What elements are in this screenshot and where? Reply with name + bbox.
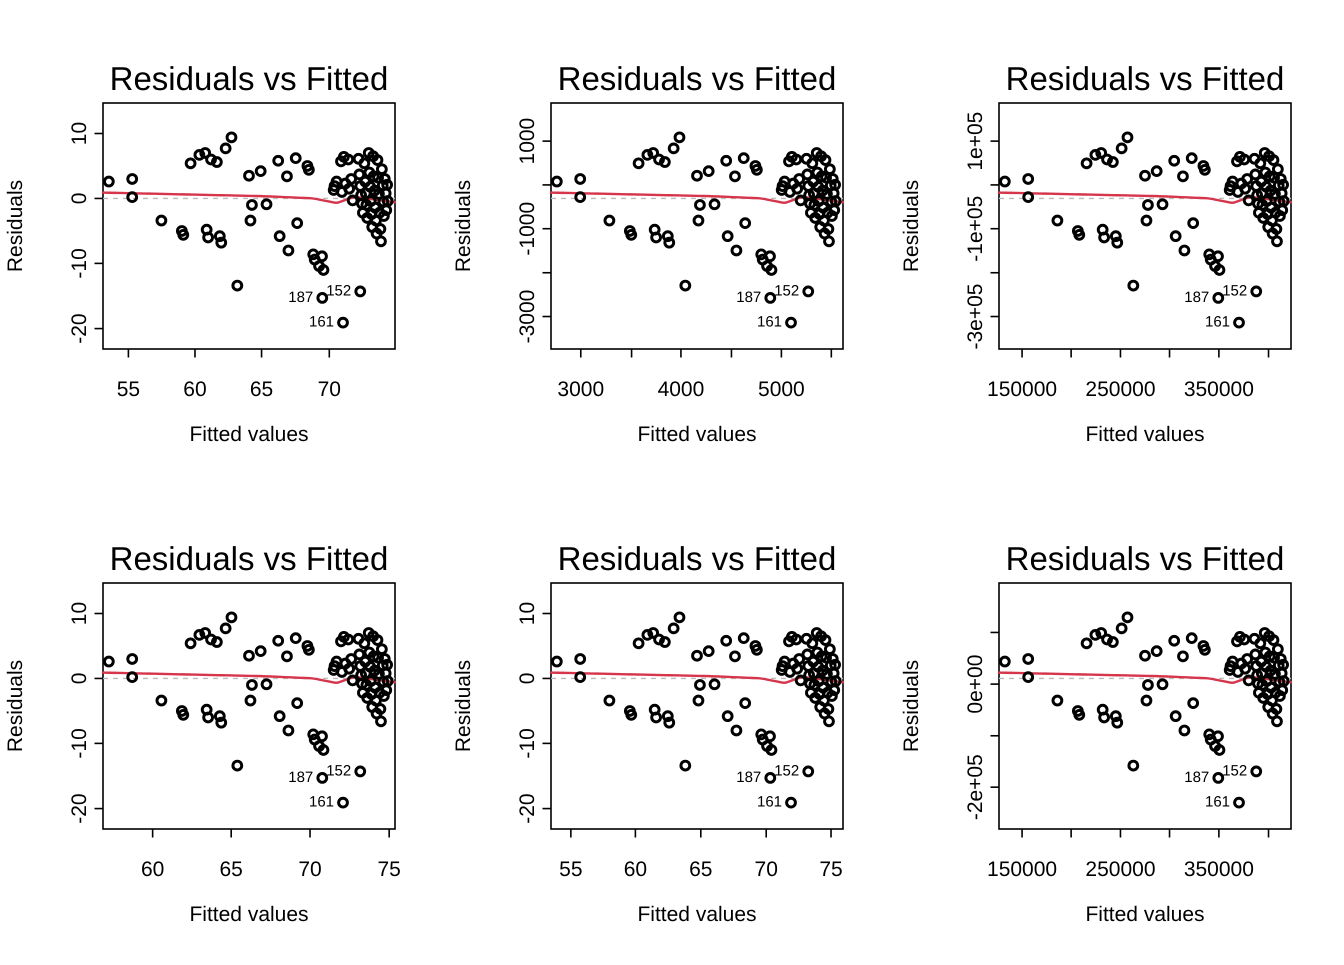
svg-text:152: 152 <box>1222 282 1247 299</box>
svg-text:187: 187 <box>1184 769 1209 786</box>
svg-text:Fitted values: Fitted values <box>637 423 756 446</box>
svg-text:250000: 250000 <box>1085 378 1155 401</box>
svg-text:250000: 250000 <box>1085 858 1155 881</box>
svg-text:75: 75 <box>377 858 400 881</box>
svg-text:161: 161 <box>309 794 334 811</box>
svg-text:161: 161 <box>757 794 782 811</box>
svg-text:4000: 4000 <box>658 378 705 401</box>
svg-text:60: 60 <box>624 858 647 881</box>
svg-text:150000: 150000 <box>987 378 1057 401</box>
svg-text:152: 152 <box>1222 762 1247 779</box>
svg-text:-2e+05: -2e+05 <box>964 754 987 820</box>
svg-text:0: 0 <box>516 673 539 685</box>
svg-text:161: 161 <box>757 314 782 331</box>
svg-text:161: 161 <box>1205 314 1230 331</box>
svg-text:10: 10 <box>516 602 539 625</box>
svg-text:-3000: -3000 <box>516 290 539 344</box>
svg-text:152: 152 <box>774 762 799 779</box>
svg-text:5000: 5000 <box>758 378 805 401</box>
svg-text:-1000: -1000 <box>516 202 539 256</box>
svg-text:Residuals vs Fitted: Residuals vs Fitted <box>1006 540 1285 577</box>
svg-text:0: 0 <box>68 673 91 685</box>
svg-text:Residuals vs Fitted: Residuals vs Fitted <box>110 540 389 577</box>
svg-text:187: 187 <box>288 769 313 786</box>
svg-text:Fitted values: Fitted values <box>637 903 756 926</box>
svg-text:70: 70 <box>298 858 321 881</box>
svg-text:65: 65 <box>220 858 243 881</box>
svg-text:350000: 350000 <box>1184 858 1254 881</box>
svg-text:60: 60 <box>141 858 164 881</box>
svg-text:70: 70 <box>318 378 341 401</box>
svg-text:Fitted values: Fitted values <box>189 423 308 446</box>
svg-text:3000: 3000 <box>557 378 604 401</box>
svg-text:-20: -20 <box>68 313 91 343</box>
svg-text:-20: -20 <box>68 793 91 823</box>
svg-text:65: 65 <box>689 858 712 881</box>
svg-text:Residuals: Residuals <box>452 180 475 272</box>
svg-text:0: 0 <box>68 193 91 205</box>
svg-text:150000: 150000 <box>987 858 1057 881</box>
svg-text:55: 55 <box>559 858 582 881</box>
svg-text:75: 75 <box>819 858 842 881</box>
svg-text:-10: -10 <box>68 728 91 758</box>
svg-text:-10: -10 <box>68 248 91 278</box>
svg-text:-20: -20 <box>516 793 539 823</box>
svg-text:Residuals: Residuals <box>900 180 923 272</box>
svg-text:65: 65 <box>250 378 273 401</box>
svg-text:Residuals vs Fitted: Residuals vs Fitted <box>110 60 389 97</box>
svg-text:1000: 1000 <box>516 118 539 165</box>
svg-text:Residuals vs Fitted: Residuals vs Fitted <box>558 60 837 97</box>
svg-text:-10: -10 <box>516 728 539 758</box>
svg-text:-1e+05: -1e+05 <box>964 196 987 262</box>
svg-text:Residuals: Residuals <box>4 660 27 752</box>
svg-text:187: 187 <box>1184 289 1209 306</box>
svg-text:187: 187 <box>736 769 761 786</box>
svg-text:Fitted values: Fitted values <box>1085 903 1204 926</box>
svg-text:10: 10 <box>68 122 91 145</box>
svg-text:152: 152 <box>326 762 351 779</box>
svg-text:60: 60 <box>183 378 206 401</box>
svg-text:-3e+05: -3e+05 <box>964 284 987 350</box>
svg-text:187: 187 <box>288 289 313 306</box>
svg-text:0e+00: 0e+00 <box>964 655 987 714</box>
svg-text:Residuals: Residuals <box>4 180 27 272</box>
svg-text:350000: 350000 <box>1184 378 1254 401</box>
svg-text:161: 161 <box>1205 794 1230 811</box>
svg-text:152: 152 <box>326 282 351 299</box>
svg-text:161: 161 <box>309 314 334 331</box>
svg-text:Fitted values: Fitted values <box>189 903 308 926</box>
svg-text:Residuals: Residuals <box>452 660 475 752</box>
svg-text:Residuals vs Fitted: Residuals vs Fitted <box>1006 60 1285 97</box>
svg-text:152: 152 <box>774 282 799 299</box>
svg-text:70: 70 <box>755 858 778 881</box>
svg-text:187: 187 <box>736 289 761 306</box>
svg-text:Residuals: Residuals <box>900 660 923 752</box>
svg-text:1e+05: 1e+05 <box>964 112 987 171</box>
svg-text:10: 10 <box>68 602 91 625</box>
svg-text:Fitted values: Fitted values <box>1085 423 1204 446</box>
svg-text:55: 55 <box>117 378 140 401</box>
svg-text:Residuals vs Fitted: Residuals vs Fitted <box>558 540 837 577</box>
